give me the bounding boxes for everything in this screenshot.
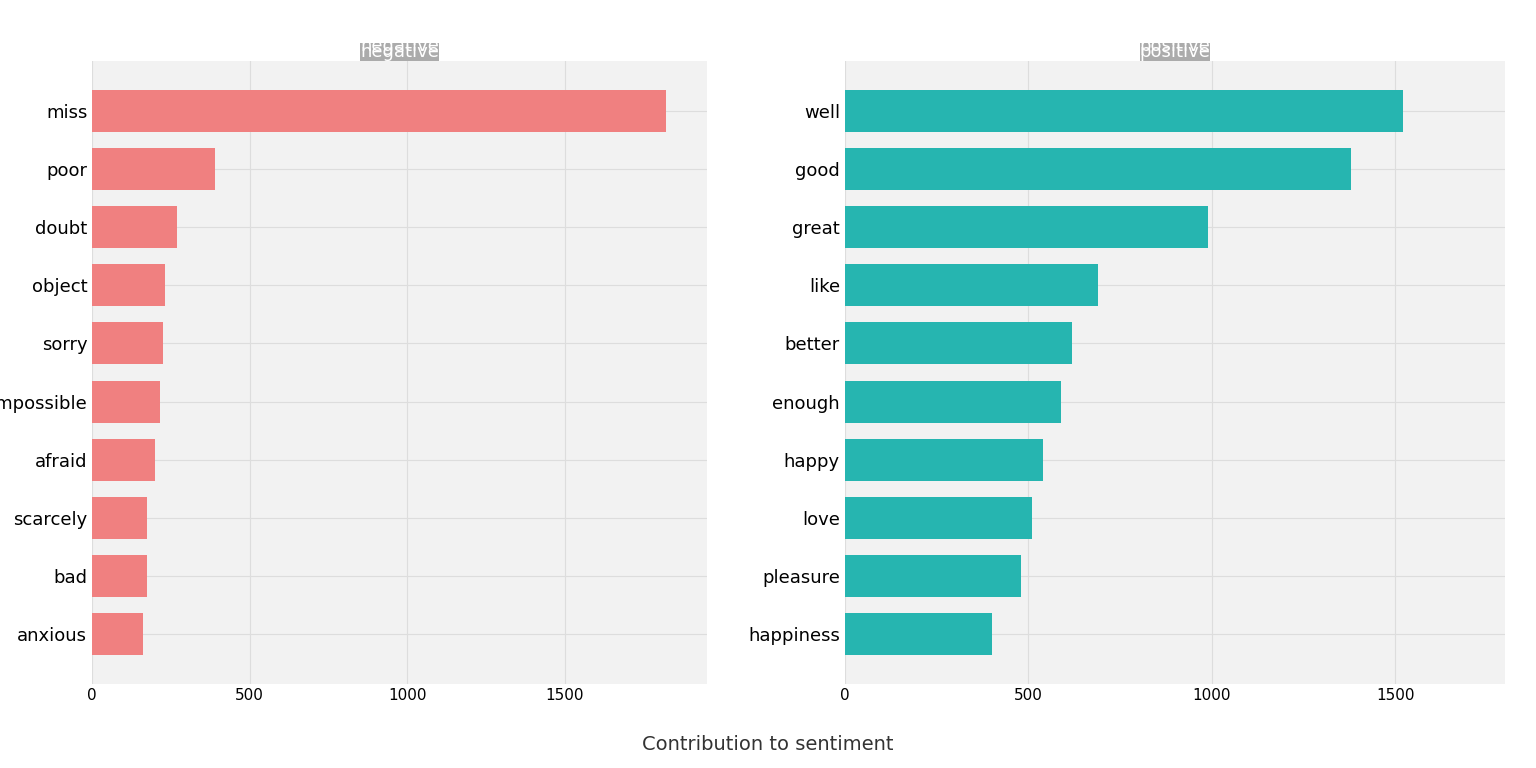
Bar (92, 381, 160, 422)
Bar (845, 323, 1072, 364)
Bar (845, 439, 1043, 481)
Bar (92, 323, 163, 364)
Bar (845, 148, 1352, 190)
Bar (92, 439, 155, 481)
Bar (845, 206, 1207, 248)
Bar (845, 90, 1402, 131)
Text: positive: positive (1140, 37, 1210, 55)
Bar (845, 497, 1032, 539)
Text: negative: negative (359, 44, 439, 61)
Bar (92, 90, 665, 131)
Bar (92, 206, 177, 248)
Text: negative: negative (628, 39, 707, 57)
Text: Contribution to sentiment: Contribution to sentiment (642, 736, 894, 754)
Text: positive: positive (1435, 39, 1505, 57)
Bar (845, 614, 992, 655)
Text: positive: positive (1140, 44, 1210, 61)
Bar (92, 497, 147, 539)
Bar (92, 614, 143, 655)
Bar (845, 555, 1021, 597)
Bar (92, 555, 147, 597)
Text: negative: negative (359, 37, 439, 55)
Bar (92, 148, 215, 190)
Bar (92, 264, 164, 306)
Bar (845, 381, 1061, 422)
Bar (845, 264, 1098, 306)
